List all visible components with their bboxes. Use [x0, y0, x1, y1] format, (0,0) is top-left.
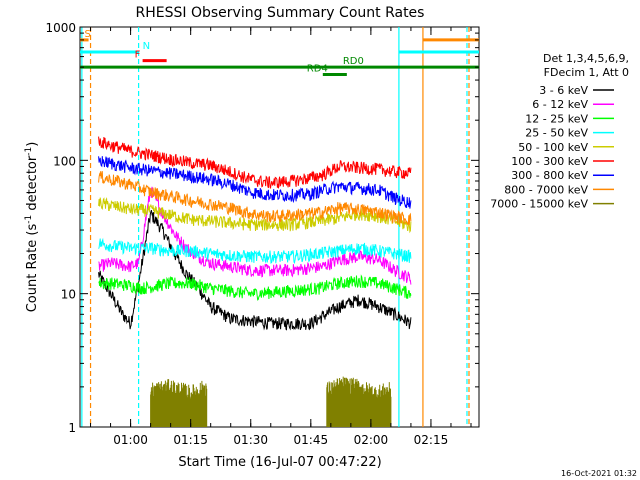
status-bar-label-2: N: [143, 41, 150, 52]
y-label-mid: detector: [25, 155, 40, 215]
legend: Det 1,3,4,5,6,9, FDecim 1, Att 0 3 - 6 k…: [490, 52, 629, 211]
legend-label-8: 7000 - 15000 keV: [490, 198, 588, 211]
x-axis-ticks: 01:00 01:15 01:30 01:45 02:00 02:15: [90, 27, 472, 447]
x-axis-label: Start Time (16-Jul-07 00:47:22): [178, 455, 381, 470]
series-line-6: [98, 156, 412, 209]
y-tick-label-0: 1: [68, 421, 76, 435]
x-tick-label-0: 01:00: [113, 433, 148, 447]
legend-label-4: 50 - 100 keV: [518, 141, 588, 154]
series-line-2: [98, 274, 412, 301]
status-bar-label-4: F: [135, 50, 141, 61]
plot-area-frame: [79, 26, 480, 428]
status-bar-label-6: RD4: [307, 64, 328, 75]
x-tick-label-3: 01:45: [294, 433, 329, 447]
legend-label-2: 12 - 25 keV: [525, 112, 588, 125]
chart-title: RHESSI Observing Summary Count Rates: [136, 5, 425, 21]
y-label-sup1: -1: [24, 215, 34, 224]
legend-label-1: 6 - 12 keV: [532, 98, 588, 111]
legend-header-line-1: Det 1,3,4,5,6,9,: [543, 52, 629, 65]
series-line-5: [98, 136, 412, 189]
y-label-end: ): [25, 142, 40, 147]
legend-label-6: 300 - 800 keV: [511, 169, 588, 182]
series-line-7: [98, 171, 412, 226]
y-tick-label-3: 1000: [45, 21, 76, 35]
y-label-main: Count Rate (s: [25, 224, 40, 313]
status-bar-label-0: S: [85, 29, 91, 40]
vertical-marker-lines: [81, 27, 470, 427]
footer-timestamp: 16-Oct-2021 01:32: [561, 469, 637, 478]
series-7000-15000-kev-block-1: [326, 376, 392, 427]
legend-label-3: 25 - 50 keV: [525, 127, 588, 140]
series-line-4: [98, 197, 412, 234]
legend-label-7: 800 - 7000 keV: [504, 183, 588, 196]
legend-header-line-2: FDecim 1, Att 0: [544, 66, 629, 79]
x-tick-label-2: 01:30: [233, 433, 268, 447]
x-tick-label-1: 01:15: [173, 433, 208, 447]
x-tick-label-5: 02:15: [414, 433, 449, 447]
y-tick-label-2: 100: [53, 154, 76, 168]
legend-label-0: 3 - 6 keV: [539, 84, 588, 97]
y-axis-ticks: 1 10 100 1000: [45, 21, 479, 435]
legend-label-5: 100 - 300 keV: [511, 155, 588, 168]
y-tick-label-1: 10: [61, 288, 76, 302]
series-line-3: [98, 237, 412, 265]
status-bars: S NF RD0 RD4: [80, 29, 479, 77]
series-line-0: [98, 209, 412, 331]
y-axis-label: Count Rate (s-1 detector-1): [24, 142, 40, 313]
series-group: [98, 136, 412, 427]
x-tick-label-4: 02:00: [354, 433, 389, 447]
series-7000-15000-kev-block-0: [150, 379, 208, 427]
status-bar-label-5: RD0: [343, 56, 364, 67]
y-label-sup2: -1: [24, 147, 34, 156]
